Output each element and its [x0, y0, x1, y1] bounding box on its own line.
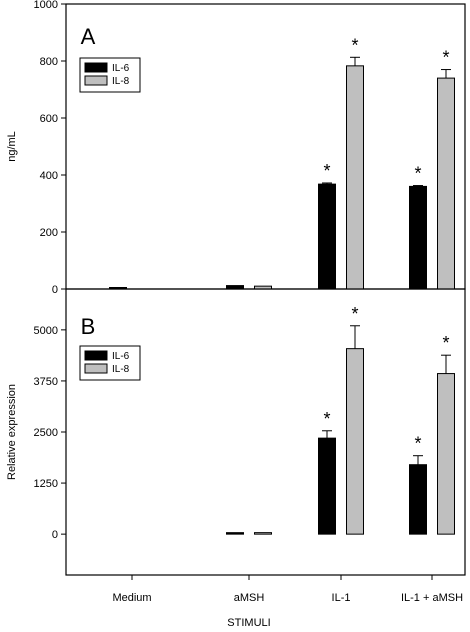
- y-tick-label: 800: [40, 56, 58, 68]
- legend-label-il-6: IL-6: [112, 63, 130, 74]
- bar-il-8-2: [346, 348, 364, 535]
- bar-il-6-3: [409, 185, 427, 290]
- plot-frame: [65, 3, 466, 290]
- y-axis-label: ng/mL: [6, 131, 18, 162]
- significance-star: *: [442, 48, 449, 68]
- x-tick-label: IL-1 + aMSH: [401, 592, 463, 604]
- y-tick-label: 1250: [34, 478, 58, 490]
- bar-il-8-3: [437, 77, 455, 290]
- legend-label-il-8: IL-8: [112, 364, 130, 375]
- x-axis-label: STIMULI: [227, 617, 270, 629]
- panel-letter: B: [81, 314, 96, 339]
- significance-star: *: [442, 333, 449, 353]
- y-tick-label: 400: [40, 170, 58, 182]
- y-tick-label: 1000: [34, 0, 58, 11]
- bar-il-8-3: [437, 373, 455, 535]
- y-tick-label: 0: [52, 529, 58, 541]
- x-tick-label: IL-1: [332, 592, 351, 604]
- x-category-labels: Medium aMSH IL-1 IL-1 + aMSH: [112, 575, 463, 604]
- bar-il-8-1: [254, 532, 272, 535]
- y-tick-label: 0: [52, 284, 58, 296]
- legend-swatch-il-6: [84, 350, 108, 361]
- bar-il-6-3: [409, 464, 427, 535]
- legend-label-il-6: IL-6: [112, 351, 130, 362]
- y-tick-label: 3750: [34, 376, 58, 388]
- y-tick-label: 5000: [34, 325, 58, 337]
- x-tick-label: aMSH: [234, 592, 265, 604]
- y-tick-label: 2500: [34, 427, 58, 439]
- legend-swatch-il-8: [84, 363, 108, 374]
- y-tick-label: 600: [40, 113, 58, 125]
- significance-star: *: [414, 434, 421, 454]
- significance-star: *: [323, 161, 330, 181]
- x-tick-label: Medium: [112, 592, 151, 604]
- panel-a: 0 200 400 600 800 1000 ng/mL A * * * * IL-6 IL-8: [6, 0, 466, 296]
- y-axis-label: Relative expression: [6, 384, 18, 480]
- legend-box: [79, 57, 141, 93]
- bar-il-8-2: [346, 65, 364, 290]
- bar-il-6-2: [318, 437, 336, 535]
- y-tick-label: 200: [40, 227, 58, 239]
- legend-swatch-il-8: [84, 75, 108, 86]
- significance-star: *: [351, 35, 358, 55]
- bar-il-6-1: [226, 532, 244, 535]
- bar-il-6-2: [318, 183, 336, 290]
- legend-swatch-il-6: [84, 62, 108, 73]
- significance-star: *: [351, 304, 358, 324]
- legend-label-il-8: IL-8: [112, 76, 130, 87]
- panel-b: 0 1250 2500 3750 5000 Relative expression B * * *…: [6, 288, 466, 576]
- plot-frame: [65, 288, 466, 576]
- panel-letter: A: [81, 24, 96, 49]
- significance-star: *: [323, 409, 330, 429]
- significance-star: *: [414, 164, 421, 184]
